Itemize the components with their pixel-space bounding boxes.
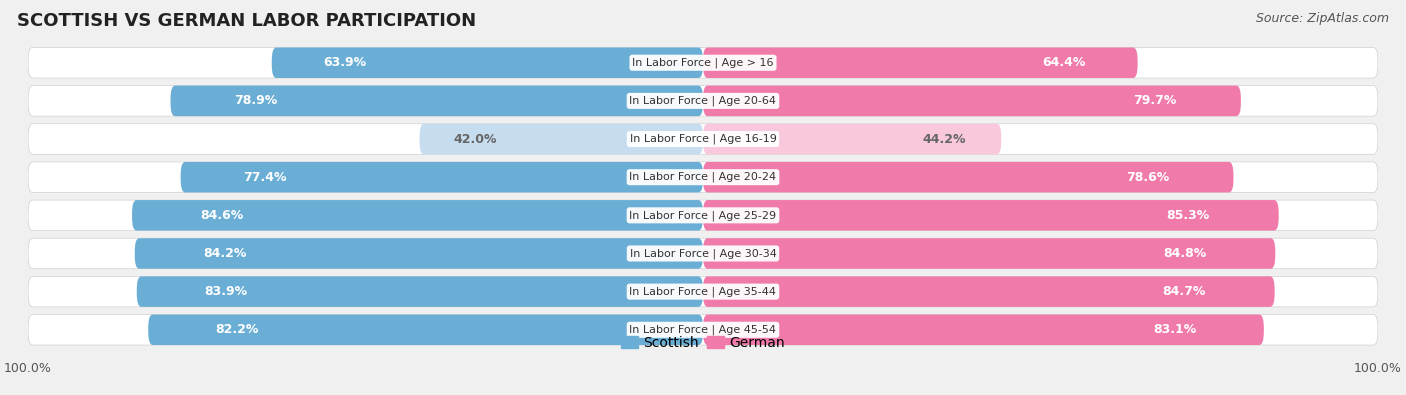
FancyBboxPatch shape [703,162,1233,192]
Text: 63.9%: 63.9% [323,56,367,69]
Text: 84.7%: 84.7% [1163,285,1206,298]
Text: In Labor Force | Age 16-19: In Labor Force | Age 16-19 [630,134,776,144]
Text: In Labor Force | Age 30-34: In Labor Force | Age 30-34 [630,248,776,259]
Text: 78.9%: 78.9% [235,94,277,107]
FancyBboxPatch shape [28,314,1378,345]
Text: 83.1%: 83.1% [1153,323,1197,336]
FancyBboxPatch shape [180,162,703,192]
Text: In Labor Force | Age 45-54: In Labor Force | Age 45-54 [630,325,776,335]
Text: In Labor Force | Age 20-64: In Labor Force | Age 20-64 [630,96,776,106]
Text: 64.4%: 64.4% [1042,56,1085,69]
FancyBboxPatch shape [703,276,1275,307]
FancyBboxPatch shape [148,314,703,345]
FancyBboxPatch shape [703,86,1241,116]
FancyBboxPatch shape [170,86,703,116]
FancyBboxPatch shape [271,47,703,78]
Text: 42.0%: 42.0% [454,133,498,145]
Text: 44.2%: 44.2% [922,133,966,145]
FancyBboxPatch shape [28,200,1378,231]
Text: SCOTTISH VS GERMAN LABOR PARTICIPATION: SCOTTISH VS GERMAN LABOR PARTICIPATION [17,12,477,30]
Text: In Labor Force | Age > 16: In Labor Force | Age > 16 [633,58,773,68]
Text: In Labor Force | Age 25-29: In Labor Force | Age 25-29 [630,210,776,220]
Text: 85.3%: 85.3% [1167,209,1209,222]
FancyBboxPatch shape [703,200,1278,231]
Text: 84.8%: 84.8% [1163,247,1206,260]
Text: Source: ZipAtlas.com: Source: ZipAtlas.com [1256,12,1389,25]
FancyBboxPatch shape [419,124,703,154]
Text: In Labor Force | Age 35-44: In Labor Force | Age 35-44 [630,286,776,297]
Text: 77.4%: 77.4% [243,171,287,184]
FancyBboxPatch shape [28,276,1378,307]
FancyBboxPatch shape [132,200,703,231]
FancyBboxPatch shape [28,124,1378,154]
Text: 84.2%: 84.2% [202,247,246,260]
Text: 84.6%: 84.6% [201,209,243,222]
FancyBboxPatch shape [703,238,1275,269]
FancyBboxPatch shape [703,314,1264,345]
FancyBboxPatch shape [28,47,1378,78]
FancyBboxPatch shape [703,124,1001,154]
Text: 78.6%: 78.6% [1126,171,1170,184]
FancyBboxPatch shape [28,162,1378,192]
Legend: Scottish, German: Scottish, German [619,333,787,353]
FancyBboxPatch shape [136,276,703,307]
FancyBboxPatch shape [135,238,703,269]
FancyBboxPatch shape [28,238,1378,269]
Text: 83.9%: 83.9% [205,285,247,298]
Text: 82.2%: 82.2% [215,323,259,336]
FancyBboxPatch shape [703,47,1137,78]
FancyBboxPatch shape [28,86,1378,116]
Text: 79.7%: 79.7% [1133,94,1177,107]
Text: In Labor Force | Age 20-24: In Labor Force | Age 20-24 [630,172,776,182]
